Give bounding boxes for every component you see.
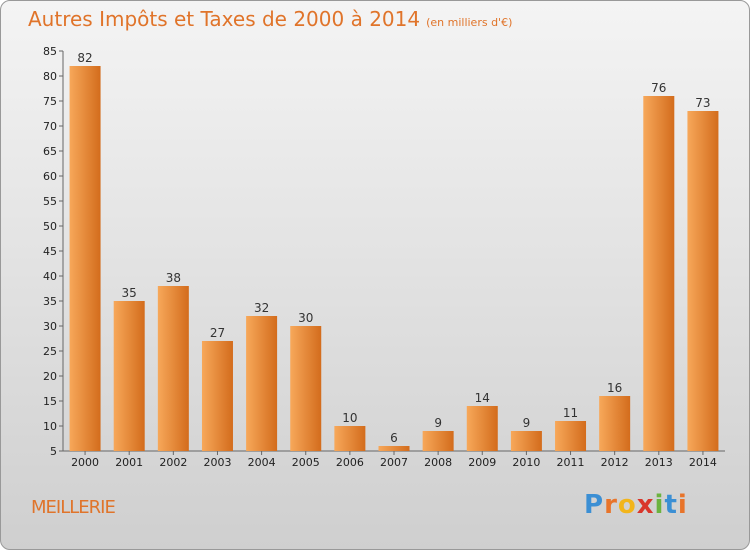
bar-value-label: 14	[475, 391, 490, 405]
chart-title-text: Autres Impôts et Taxes de 2000 à 2014	[28, 7, 421, 31]
y-tick-label: 10	[43, 420, 57, 433]
x-tick-label: 2000	[71, 456, 99, 469]
y-tick-label: 30	[43, 320, 57, 333]
y-tick-label: 80	[43, 70, 57, 83]
bar-value-label: 73	[695, 96, 710, 110]
bar-value-label: 76	[651, 81, 666, 95]
y-tick-label: 85	[43, 45, 57, 58]
x-tick-label: 2007	[380, 456, 408, 469]
x-tick-label: 2011	[557, 456, 585, 469]
y-tick-label: 5	[50, 445, 57, 458]
x-tick-label: 2005	[292, 456, 320, 469]
x-tick-label: 2010	[512, 456, 540, 469]
x-tick-label: 2001	[115, 456, 143, 469]
bar-value-label: 35	[122, 286, 137, 300]
y-tick-label: 50	[43, 220, 57, 233]
logo-letter: i	[677, 490, 688, 520]
bar-value-label: 30	[298, 311, 313, 325]
bar	[201, 341, 233, 451]
y-tick-label: 45	[43, 245, 57, 258]
y-tick-label: 70	[43, 120, 57, 133]
bar-value-label: 27	[210, 326, 225, 340]
logo-letter: t	[664, 490, 678, 520]
bar	[510, 431, 542, 451]
bar	[555, 421, 587, 451]
bar	[113, 301, 145, 451]
bar-value-label: 9	[523, 416, 531, 430]
bar	[422, 431, 454, 451]
axes: 5 10 15 20 25 30 35 40 45 50 55 60 65 70 75 80 85 2000 200…	[43, 45, 725, 469]
y-tick-label: 60	[43, 170, 57, 183]
x-tick-label: 2002	[159, 456, 187, 469]
bar	[466, 406, 498, 451]
chart-title: Autres Impôts et Taxes de 2000 à 2014 (en…	[28, 7, 512, 31]
bar-value-label: 32	[254, 301, 269, 315]
bar-value-label: 6	[390, 431, 398, 445]
bar-value-label: 82	[77, 51, 92, 65]
y-tick-label: 20	[43, 370, 57, 383]
chart-subtitle: (en milliers d'€)	[426, 16, 513, 29]
value-labels: 82 35 38 27 32 30 10 6 9 14 9 11 16 76 73	[77, 51, 710, 445]
bar-value-label: 16	[607, 381, 622, 395]
logo-letter: o	[617, 490, 637, 520]
x-tick-label: 2009	[468, 456, 496, 469]
commune-name: MEILLERIE	[31, 497, 116, 518]
x-tick-label: 2012	[601, 456, 629, 469]
logo-letter: x	[636, 490, 655, 520]
y-tick-label: 55	[43, 195, 57, 208]
bar	[643, 96, 675, 451]
bar	[246, 316, 278, 451]
bar-value-label: 10	[342, 411, 357, 425]
bar	[290, 326, 322, 451]
x-tick-label: 2004	[248, 456, 276, 469]
bar	[687, 111, 719, 451]
x-tick-label: 2006	[336, 456, 364, 469]
x-tick-label: 2003	[203, 456, 231, 469]
y-tick-label: 25	[43, 345, 57, 358]
y-tick-label: 65	[43, 145, 57, 158]
y-tick-label: 75	[43, 95, 57, 108]
logo-letter: P	[584, 490, 605, 520]
y-tick-label: 15	[43, 395, 57, 408]
x-tick-label: 2008	[424, 456, 452, 469]
logo-letter: i	[654, 490, 665, 520]
bars	[69, 66, 719, 451]
proxiti-logo: Proxiti	[584, 490, 688, 520]
bar	[378, 446, 410, 451]
bar-value-label: 11	[563, 406, 578, 420]
bar-value-label: 38	[166, 271, 181, 285]
bar	[599, 396, 631, 451]
x-tick-label: 2014	[689, 456, 717, 469]
bar	[334, 426, 366, 451]
bar	[69, 66, 101, 451]
y-tick-label: 40	[43, 270, 57, 283]
bar-value-label: 9	[434, 416, 442, 430]
y-tick-label: 35	[43, 295, 57, 308]
x-tick-label: 2013	[645, 456, 673, 469]
bar	[157, 286, 189, 451]
logo-letter: r	[604, 490, 618, 520]
